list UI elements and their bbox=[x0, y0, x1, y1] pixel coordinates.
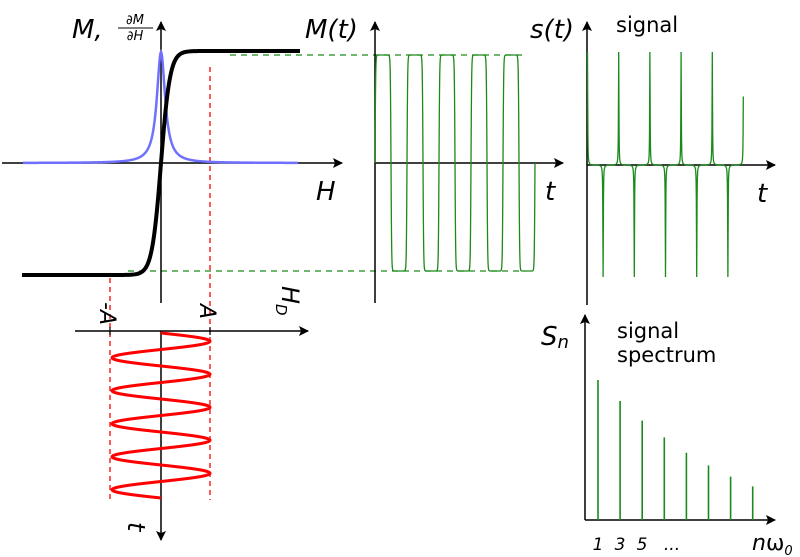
hd-axis-label: HD bbox=[272, 286, 304, 316]
tick-label-3: 3 bbox=[615, 535, 626, 555]
magnetization-curve bbox=[22, 49, 300, 277]
signal-t-label: t bbox=[757, 179, 768, 209]
derivative-curve bbox=[23, 48, 298, 165]
signal-title: signal bbox=[616, 13, 678, 37]
spectrum-title-line1: signal bbox=[617, 319, 679, 343]
spectrum-panel: Sn signal spectrum 1 3 5 ... nω0 bbox=[541, 314, 793, 557]
tick-label-pos-a: A bbox=[194, 302, 219, 319]
tick-label-neg-a: -A bbox=[94, 302, 119, 325]
dm-numerator: ∂M bbox=[126, 13, 144, 28]
drive-field-panel: -A A HD t bbox=[75, 286, 309, 541]
m-axis-label: M, bbox=[72, 15, 103, 45]
t-axis-drive-label: t bbox=[122, 522, 150, 533]
tick-label-ellipsis: ... bbox=[664, 535, 680, 555]
mt-axis-label: M(t) bbox=[305, 15, 358, 45]
signal-panel: s(t) signal t bbox=[530, 13, 776, 305]
h-axis-label: H bbox=[316, 177, 336, 207]
spectrum-title-line2: spectrum bbox=[617, 343, 716, 367]
signal-axis-label: s(t) bbox=[530, 15, 574, 45]
dh-denominator: ∂H bbox=[127, 29, 144, 44]
magnetization-panel: M, ∂M ∂H H bbox=[2, 13, 343, 303]
spectrum-x-label: nω0 bbox=[752, 531, 793, 557]
mt-t-label: t bbox=[545, 177, 556, 207]
tick-label-1: 1 bbox=[593, 535, 604, 555]
mt-response-curve bbox=[374, 54, 536, 272]
signal-spikes bbox=[586, 51, 744, 278]
drive-field-sine bbox=[110, 331, 212, 500]
tick-label-5: 5 bbox=[637, 535, 648, 555]
spectrum-axis-label: Sn bbox=[541, 322, 569, 353]
mt-panel: M(t) t bbox=[305, 15, 564, 303]
